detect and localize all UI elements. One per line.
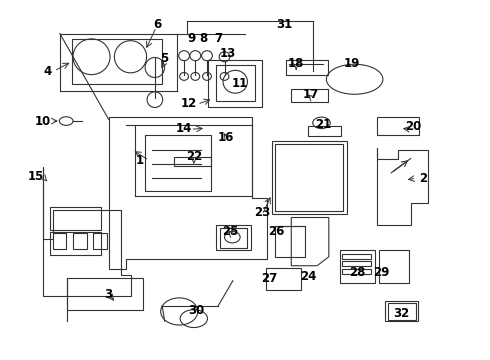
- Text: 1: 1: [136, 154, 145, 167]
- Bar: [50, 207, 101, 230]
- Bar: [385, 301, 418, 321]
- Bar: [74, 233, 87, 249]
- Text: 16: 16: [218, 131, 234, 144]
- Text: 11: 11: [232, 77, 248, 90]
- Bar: [266, 267, 301, 290]
- Text: 20: 20: [405, 120, 421, 133]
- Text: 3: 3: [104, 288, 113, 301]
- Text: 24: 24: [300, 270, 317, 283]
- Bar: [379, 249, 409, 283]
- Bar: [343, 269, 371, 274]
- Bar: [340, 249, 375, 283]
- Text: 7: 7: [214, 32, 222, 45]
- Text: 13: 13: [220, 47, 236, 60]
- Bar: [275, 144, 343, 211]
- Bar: [275, 226, 305, 257]
- Bar: [287, 60, 328, 75]
- Text: 9: 9: [187, 32, 196, 45]
- Text: 26: 26: [269, 225, 285, 238]
- Bar: [174, 157, 211, 166]
- Bar: [216, 225, 251, 250]
- Text: 10: 10: [35, 114, 51, 127]
- Bar: [67, 278, 143, 310]
- Bar: [145, 135, 211, 191]
- Text: 25: 25: [222, 225, 239, 238]
- Text: 12: 12: [181, 97, 197, 110]
- Text: 14: 14: [176, 122, 192, 135]
- Bar: [208, 60, 262, 107]
- Bar: [50, 232, 101, 255]
- Bar: [72, 39, 162, 84]
- Text: 5: 5: [161, 52, 169, 65]
- Text: 19: 19: [344, 57, 360, 71]
- Bar: [308, 126, 342, 136]
- Bar: [216, 65, 255, 101]
- Bar: [272, 141, 347, 214]
- Text: 8: 8: [199, 32, 208, 45]
- Text: 27: 27: [261, 272, 277, 285]
- Bar: [220, 228, 247, 248]
- Bar: [376, 117, 419, 135]
- Text: 21: 21: [315, 118, 331, 131]
- Text: 29: 29: [373, 266, 390, 279]
- Text: 18: 18: [288, 57, 304, 71]
- Bar: [52, 233, 66, 249]
- Text: 32: 32: [393, 307, 409, 320]
- Text: 28: 28: [349, 266, 365, 279]
- Text: 6: 6: [153, 18, 161, 31]
- Bar: [291, 89, 328, 103]
- Text: 17: 17: [303, 88, 319, 101]
- Text: 15: 15: [27, 170, 44, 183]
- Text: 31: 31: [276, 18, 292, 31]
- Bar: [93, 233, 107, 249]
- Text: 2: 2: [419, 172, 427, 185]
- Text: 22: 22: [186, 150, 202, 163]
- Bar: [343, 254, 371, 259]
- Bar: [343, 261, 371, 266]
- Text: 30: 30: [188, 304, 204, 317]
- Text: 4: 4: [44, 64, 52, 77]
- Bar: [388, 302, 416, 320]
- Text: 23: 23: [254, 206, 270, 219]
